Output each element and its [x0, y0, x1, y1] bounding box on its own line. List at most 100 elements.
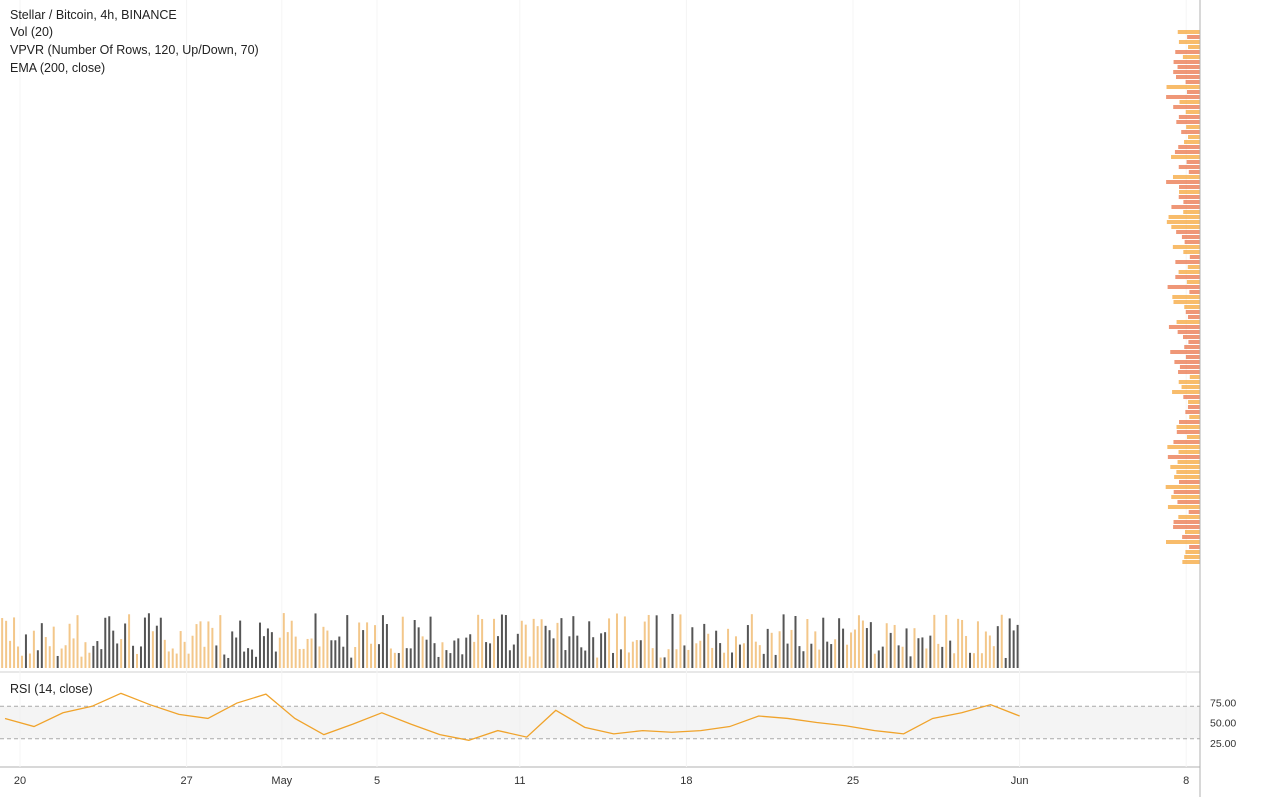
vpvr-bar: [1179, 420, 1200, 424]
volume-bar: [667, 649, 670, 668]
volume-bar: [48, 646, 51, 668]
volume-bar: [437, 656, 440, 668]
volume-bar: [358, 622, 361, 668]
vpvr-bar: [1183, 210, 1200, 214]
volume-bar: [568, 636, 571, 668]
volume-bar: [155, 625, 158, 668]
volume-bar: [318, 646, 321, 668]
vpvr-bar: [1187, 35, 1200, 39]
volume-bar: [992, 646, 995, 668]
volume-bar: [389, 648, 392, 668]
volume-bar: [120, 639, 123, 668]
volume-bar: [723, 652, 726, 668]
vpvr-bar: [1186, 280, 1200, 284]
vpvr-bar: [1173, 60, 1200, 64]
volume-bar: [683, 645, 686, 668]
volume-bar: [477, 614, 480, 668]
vpvr-bar: [1177, 30, 1200, 34]
volume-bar: [203, 646, 206, 668]
vpvr-bar: [1185, 550, 1200, 554]
volume-bar: [1, 618, 4, 668]
volume-bar: [132, 645, 135, 668]
volume-bar: [909, 656, 912, 668]
volume-bar: [719, 643, 722, 668]
volume-bar: [354, 647, 357, 668]
time-tick-label: 20: [14, 775, 26, 787]
price-axis[interactable]: 0.000009200.000009000.000008800.00000860…: [1199, 0, 1280, 797]
volume-bar: [659, 657, 662, 668]
volume-bar: [163, 639, 166, 668]
vpvr-bar: [1183, 200, 1200, 204]
volume-bar: [116, 643, 119, 668]
volume-bar: [612, 652, 615, 668]
volume-bar: [778, 631, 781, 668]
volume-bar: [9, 640, 12, 668]
volume-bar: [727, 628, 730, 668]
volume-bar: [520, 620, 523, 668]
rsi-tick-label: 50.00: [1210, 718, 1236, 730]
volume-bar: [247, 648, 250, 668]
volume-bar: [917, 638, 920, 668]
volume-bar: [100, 649, 103, 668]
volume-bar: [278, 637, 281, 668]
vpvr-bar: [1178, 145, 1200, 149]
volume-bar: [798, 646, 801, 668]
volume-bar: [20, 655, 23, 668]
vpvr-bar: [1187, 315, 1200, 319]
volume-bar: [72, 638, 75, 668]
volume-bar: [310, 638, 313, 668]
volume-bar: [552, 638, 555, 668]
volume-bar: [885, 623, 888, 668]
vpvr-bar: [1183, 250, 1200, 254]
volume-bar: [453, 640, 456, 668]
vpvr-bar: [1177, 330, 1200, 334]
volume-bar: [251, 649, 254, 668]
volume-bar: [1004, 657, 1007, 668]
volume-bar: [508, 650, 511, 668]
volume-bar: [445, 650, 448, 668]
volume-bar: [600, 633, 603, 668]
time-tick-label: 5: [374, 775, 380, 787]
volume-bar: [540, 619, 543, 668]
volume-bar: [255, 656, 258, 668]
volume-bar: [584, 650, 587, 668]
vpvr-bar: [1182, 535, 1200, 539]
volume-bar: [834, 639, 837, 668]
volume-bar: [957, 618, 960, 668]
volume-bar: [715, 630, 718, 668]
vpvr-bar: [1177, 65, 1200, 69]
volume-bar: [342, 646, 345, 668]
vpvr-bar: [1176, 430, 1200, 434]
volume-bar: [512, 644, 515, 668]
volume-bar: [96, 641, 99, 668]
time-axis[interactable]: 2027May5111825Jun815: [14, 775, 1280, 787]
volume-bar: [643, 621, 646, 668]
volume-bar: [417, 627, 420, 668]
vpvr-bar: [1184, 555, 1200, 559]
volume-bar: [239, 620, 242, 668]
vpvr-bar: [1187, 405, 1200, 409]
volume-bar: [532, 618, 535, 668]
vpvr-bar: [1167, 505, 1200, 509]
time-tick-label: Jun: [1011, 775, 1029, 787]
vpvr-bar: [1178, 165, 1200, 169]
volume-bar: [32, 630, 35, 668]
vpvr-bar: [1178, 195, 1200, 199]
vpvr-bar: [1188, 400, 1200, 404]
price-axis-bg: [1200, 0, 1280, 797]
volume-bar: [691, 627, 694, 668]
volume-bar: [651, 648, 654, 668]
volume-bar: [929, 635, 932, 668]
volume-bar: [28, 653, 31, 668]
volume-bar: [631, 641, 634, 668]
vpvr-bar: [1178, 115, 1200, 119]
volume-bar: [496, 636, 499, 668]
vpvr-bar: [1173, 525, 1200, 529]
volume-bar: [286, 632, 289, 668]
vpvr-bar: [1176, 120, 1200, 124]
volume-bar: [338, 636, 341, 668]
volume-bar: [794, 615, 797, 668]
volume-bar: [623, 616, 626, 668]
volume-bar: [139, 646, 142, 668]
